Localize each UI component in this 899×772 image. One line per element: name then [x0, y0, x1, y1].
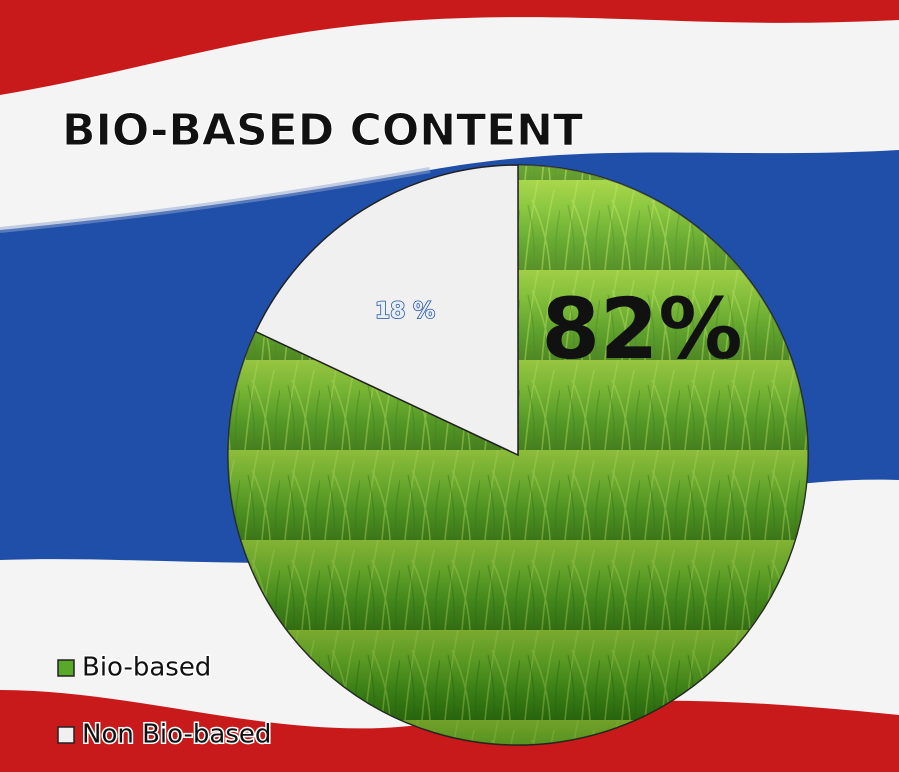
legend-label: Non Bio-based	[82, 720, 271, 750]
legend-swatch	[57, 726, 75, 744]
chart-title: BIO-BASED CONTENT	[62, 105, 583, 156]
value-label: 18 %	[375, 299, 435, 324]
legend-label: Bio-based	[82, 653, 211, 683]
legend-swatch	[57, 659, 75, 677]
pie-slice	[254, 164, 519, 457]
value-label: 82%	[541, 280, 742, 378]
